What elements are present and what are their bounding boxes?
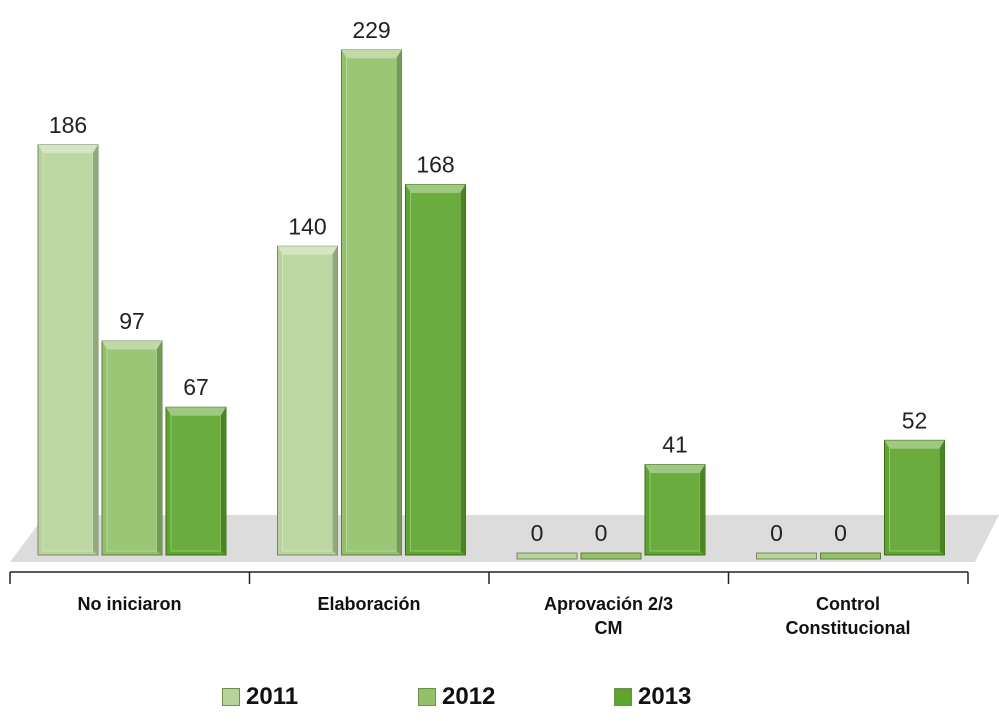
- bar-face: [889, 447, 940, 552]
- bar: [884, 439, 945, 556]
- x-tick-label: Control Constitucional: [785, 594, 911, 638]
- bar: [644, 464, 706, 556]
- bar-body: [516, 552, 578, 560]
- value-label: 97: [119, 308, 145, 334]
- value-label: 0: [770, 520, 783, 546]
- bar-side: [700, 464, 705, 555]
- bar-side: [460, 184, 466, 555]
- value-label: 140: [288, 213, 326, 239]
- x-tick-label: No iniciaron: [77, 594, 182, 614]
- bar: [101, 340, 163, 556]
- bar-top: [102, 341, 162, 350]
- bar-side: [332, 246, 338, 556]
- legend-swatch: [614, 688, 632, 706]
- value-label: 168: [416, 152, 454, 178]
- legend-swatch: [222, 688, 240, 706]
- value-label: 0: [595, 520, 608, 546]
- bar-body: [756, 552, 817, 560]
- bar-top: [341, 50, 402, 58]
- x-tick-label: Elaboración: [317, 594, 421, 614]
- bar-side: [157, 341, 162, 555]
- legend-item: 2012: [418, 683, 495, 711]
- value-label: 0: [834, 520, 847, 546]
- value-label: 186: [49, 112, 87, 138]
- legend-item: 2011: [222, 683, 298, 711]
- bar-side: [93, 144, 98, 556]
- bar: [165, 406, 227, 556]
- bar: [37, 144, 99, 556]
- bar-body: [820, 552, 881, 560]
- value-label: 41: [662, 432, 688, 458]
- legend-swatch: [418, 688, 436, 706]
- legend-item: 2013: [614, 683, 691, 711]
- bar-top: [166, 407, 226, 416]
- bar-body: [580, 552, 642, 560]
- x-tick-label: Aprovación 2/3 CM: [543, 594, 674, 638]
- floor: [10, 515, 999, 562]
- bar-top: [38, 144, 98, 153]
- bar-face: [282, 253, 333, 552]
- bar-top: [277, 246, 338, 255]
- bar-face: [649, 472, 701, 552]
- bar-face: [346, 57, 397, 552]
- value-label: 229: [352, 17, 390, 43]
- bar-face: [42, 152, 94, 552]
- bar-face: [170, 414, 222, 552]
- bar: [516, 552, 578, 560]
- bar-top: [405, 184, 466, 193]
- bar-side: [939, 440, 945, 555]
- value-label: 67: [183, 374, 209, 400]
- legend-label: 2011: [246, 683, 299, 710]
- bar: [580, 552, 642, 560]
- bar-top: [884, 440, 945, 449]
- bar-top: [645, 464, 705, 473]
- bar: [405, 184, 466, 556]
- value-label: 52: [902, 407, 928, 433]
- value-label: 0: [531, 520, 544, 546]
- bar: [277, 245, 338, 556]
- bar: [820, 552, 881, 560]
- legend-label: 2012: [442, 683, 496, 710]
- bar: [756, 552, 817, 560]
- bar-face: [410, 192, 461, 552]
- bar: [341, 49, 402, 556]
- bar-side: [221, 407, 226, 555]
- bar-face: [106, 348, 158, 552]
- legend-label: 2013: [638, 683, 692, 710]
- bar-side: [396, 50, 402, 555]
